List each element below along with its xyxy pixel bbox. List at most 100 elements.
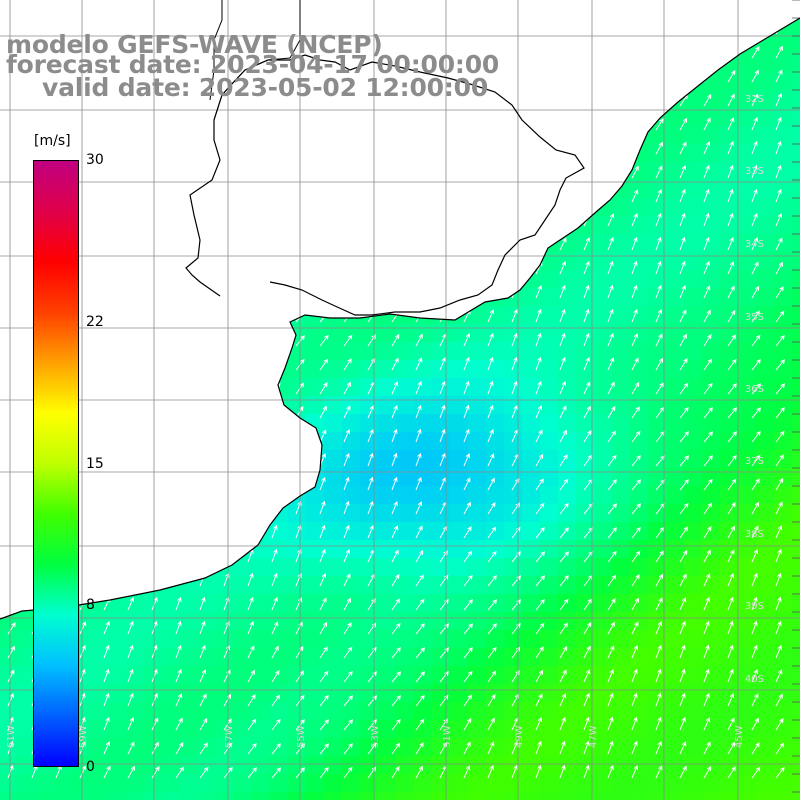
speed-cell (720, 72, 739, 91)
wind-arrow (439, 380, 446, 395)
speed-cell (738, 720, 757, 739)
speed-cell (720, 234, 739, 253)
speed-cell (378, 630, 397, 649)
speed-cell (324, 414, 343, 433)
speed-cell (594, 306, 613, 325)
speed-cell (756, 252, 775, 271)
speed-cell (738, 630, 757, 649)
wind-arrow (655, 716, 662, 731)
speed-cell (630, 720, 649, 739)
speed-cell (450, 540, 469, 559)
speed-cell (702, 234, 721, 253)
speed-cell (702, 522, 721, 541)
speed-cell (648, 558, 667, 577)
speed-cell (144, 594, 163, 613)
speed-cell (648, 522, 667, 541)
wind-arrow (703, 668, 710, 683)
speed-cell (756, 198, 775, 217)
speed-cell (666, 756, 685, 775)
speed-cell (360, 432, 379, 451)
speed-cell (720, 486, 739, 505)
speed-cell (468, 396, 487, 415)
speed-cell (108, 774, 127, 793)
speed-cell (144, 648, 163, 667)
speed-cell (648, 504, 667, 523)
wind-arrow (559, 716, 566, 731)
wind-arrow (535, 478, 544, 491)
speed-cell (738, 252, 757, 271)
speed-cell (540, 792, 559, 800)
speed-cell (540, 378, 559, 397)
speed-cell (486, 774, 505, 793)
speed-cell (324, 792, 343, 800)
speed-cell (396, 666, 415, 685)
lat-label: 32S (744, 94, 764, 105)
wind-arrow (343, 670, 353, 683)
wind-arrow (151, 596, 158, 611)
speed-cell (756, 450, 775, 469)
speed-cell (666, 630, 685, 649)
speed-cell (234, 558, 253, 577)
speed-cell (522, 756, 541, 775)
speed-cell (252, 576, 271, 595)
speed-cell (738, 558, 757, 577)
wind-arrow (463, 765, 471, 779)
speed-cell (270, 756, 289, 775)
wind-arrow (103, 741, 111, 755)
wind-arrow (247, 572, 254, 587)
speed-cell (558, 774, 577, 793)
speed-cell (666, 252, 685, 271)
lat-label: 34S (744, 239, 764, 250)
speed-cell (648, 288, 667, 307)
speed-cell (558, 378, 577, 397)
speed-cell (594, 468, 613, 487)
speed-cell (594, 342, 613, 361)
wind-arrow (79, 765, 87, 779)
speed-cell (432, 414, 451, 433)
wind-arrow (631, 503, 641, 515)
wind-arrow (415, 549, 424, 563)
wind-arrow (727, 188, 734, 203)
speed-cell (738, 432, 757, 451)
speed-cell (342, 648, 361, 667)
wind-arrow (343, 358, 352, 371)
speed-cell (720, 126, 739, 145)
speed-cell (612, 198, 631, 217)
speed-cell (720, 612, 739, 631)
speed-cell (126, 684, 145, 703)
speed-cell (288, 612, 307, 631)
speed-cell (648, 774, 667, 793)
wind-arrow (703, 644, 710, 659)
speed-cell (324, 630, 343, 649)
speed-cell (774, 450, 793, 469)
wind-arrow (343, 597, 351, 611)
wind-arrow (559, 356, 566, 371)
speed-cell (792, 612, 800, 631)
speed-cell (540, 702, 559, 721)
wind-arrow (463, 574, 473, 587)
speed-cell (432, 540, 451, 559)
speed-cell (270, 558, 289, 577)
speed-cell (558, 414, 577, 433)
speed-cell (630, 162, 649, 181)
speed-cell (738, 180, 757, 199)
wind-arrow (679, 165, 687, 179)
speed-cell (180, 792, 199, 800)
speed-cell (684, 666, 703, 685)
speed-cell (378, 774, 397, 793)
speed-cell (774, 792, 793, 800)
wind-arrow (367, 405, 375, 419)
wind-arrow (703, 212, 710, 227)
wind-arrow (271, 524, 278, 539)
speed-cell (252, 756, 271, 775)
speed-cell (666, 702, 685, 721)
wind-arrow (463, 647, 473, 659)
speed-cell (774, 666, 793, 685)
wind-arrow (535, 380, 542, 395)
speed-cell (450, 756, 469, 775)
wind-arrow (607, 621, 615, 635)
speed-cell (288, 594, 307, 613)
speed-cell (630, 270, 649, 289)
wind-arrow (367, 646, 377, 659)
